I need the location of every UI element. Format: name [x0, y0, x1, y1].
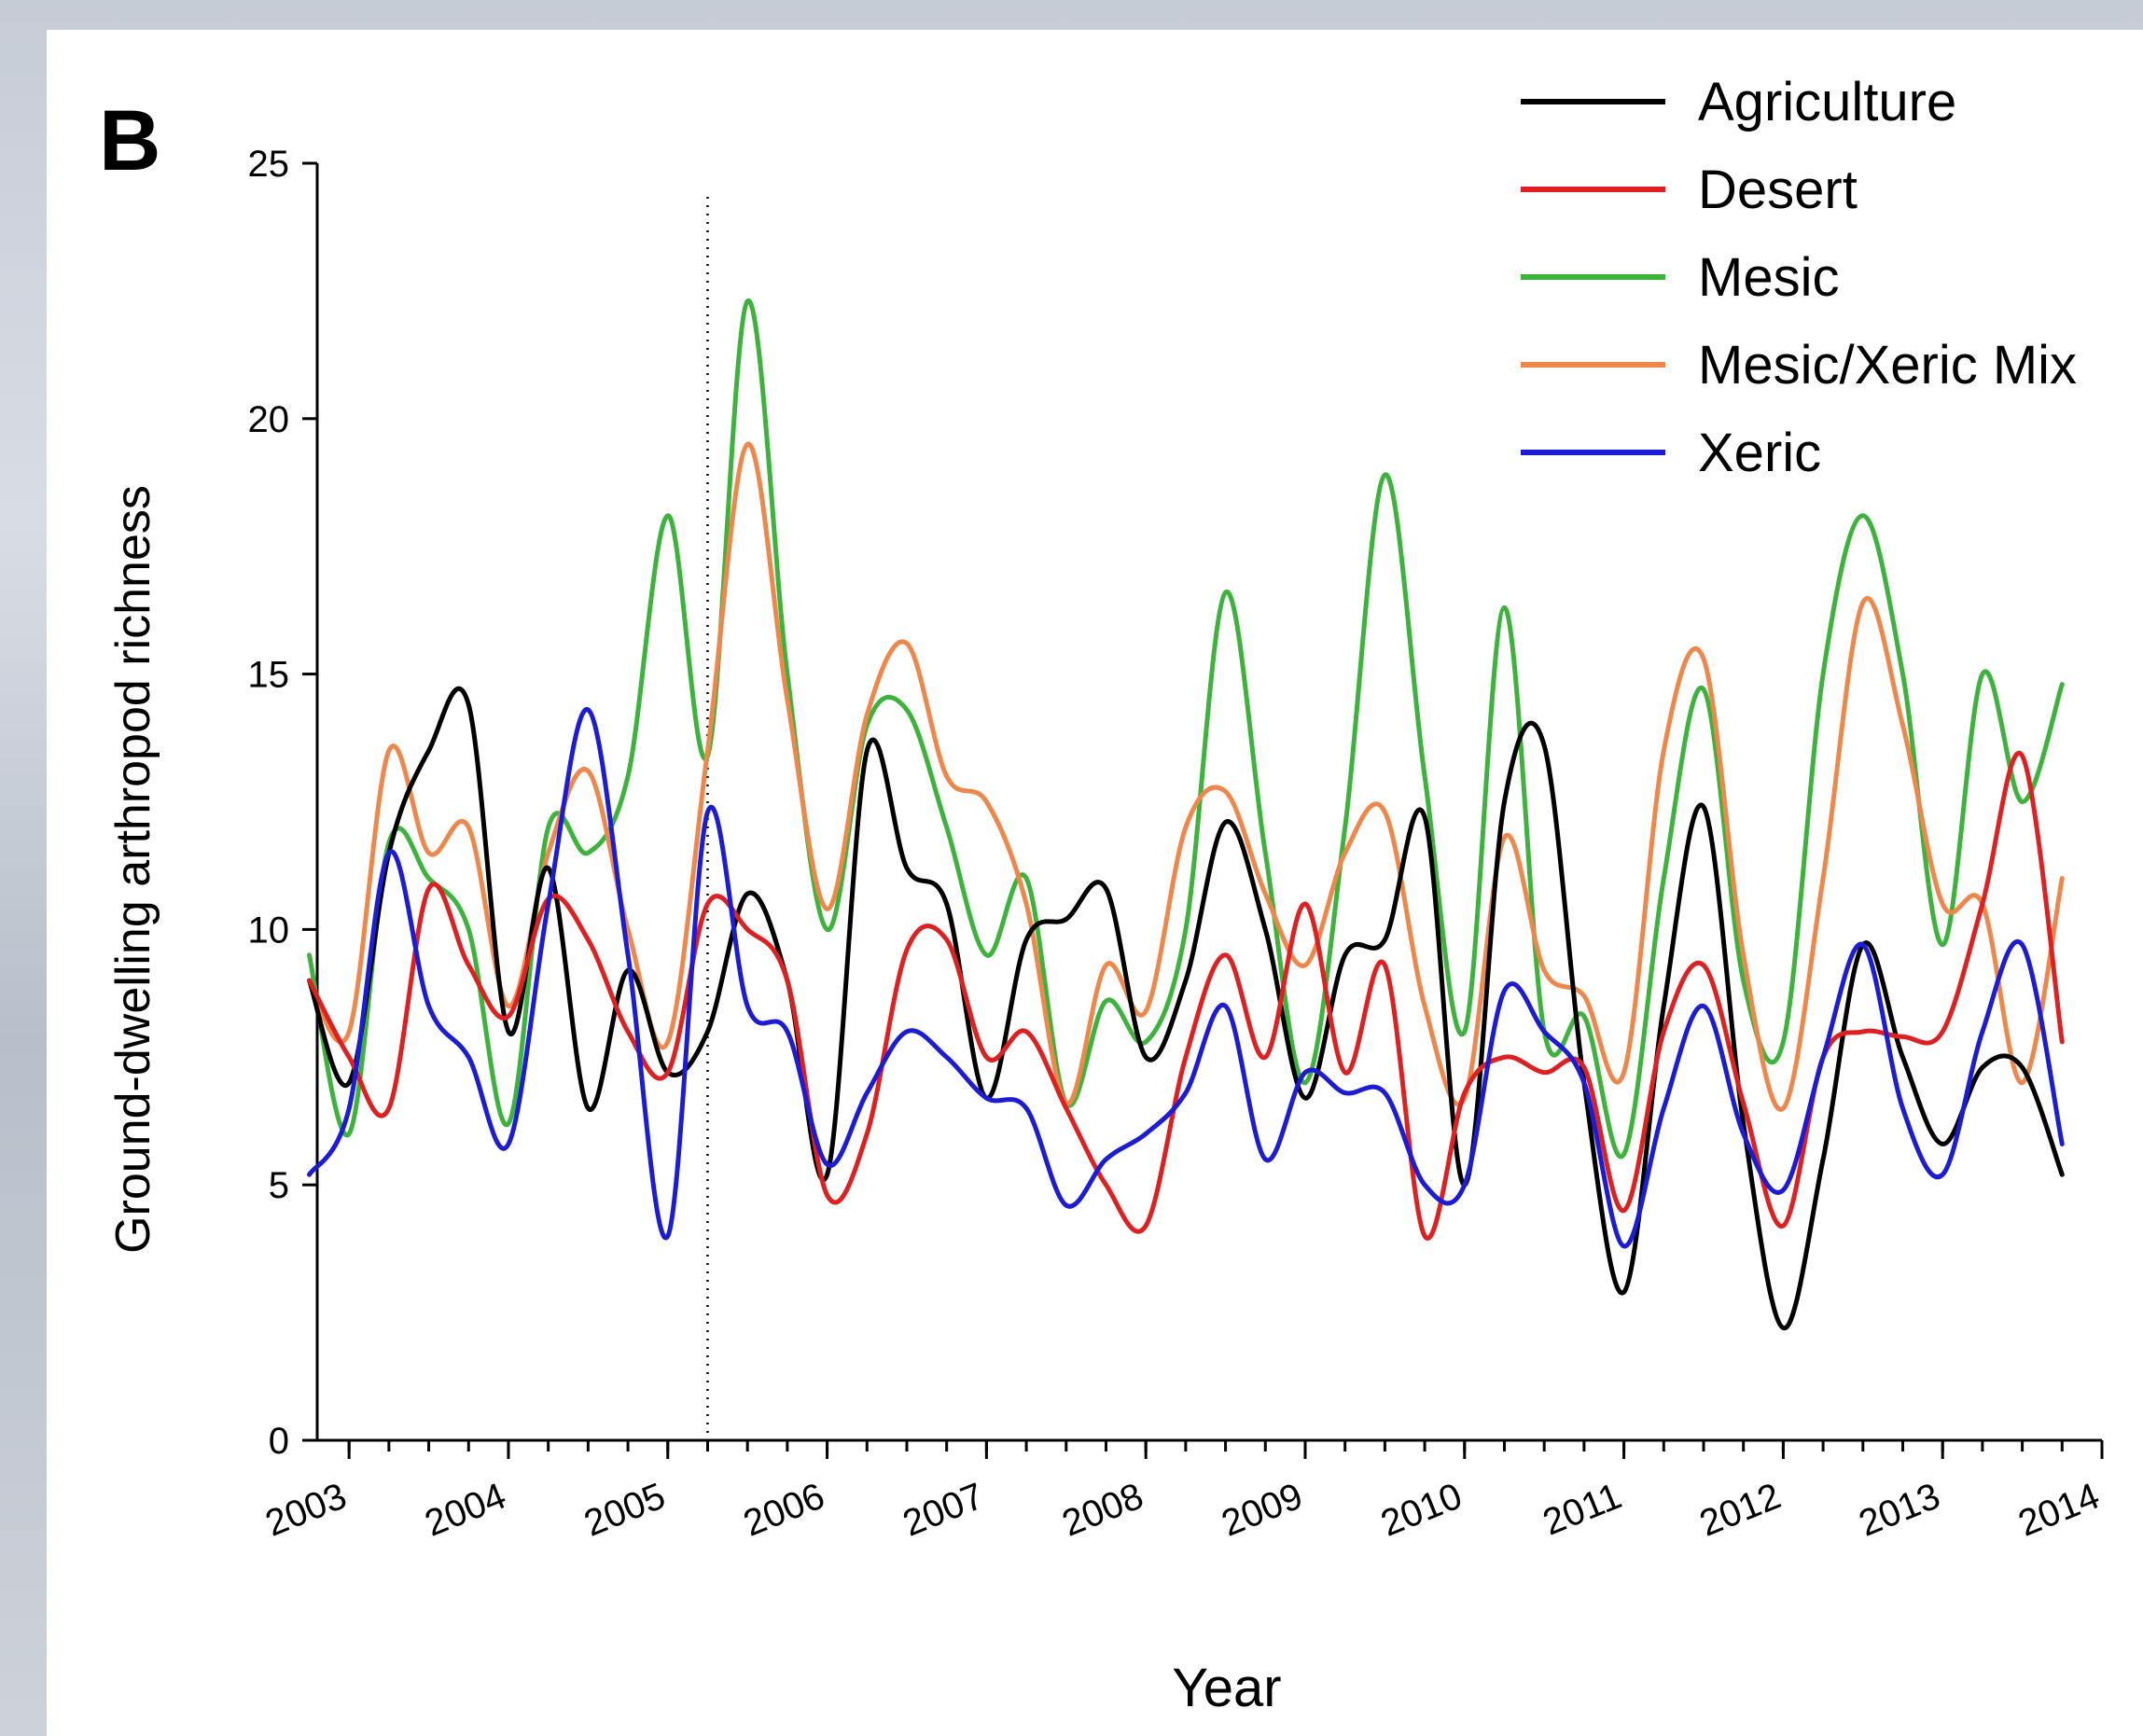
y-tick-label: 10 [248, 910, 290, 951]
series-line-desert [307, 750, 2065, 1241]
x-tick-label: 2006 [738, 1476, 830, 1545]
legend-label: Mesic [1698, 247, 1839, 308]
panel-label: B [99, 93, 160, 188]
x-tick-label: 2004 [419, 1476, 511, 1545]
series-layer [307, 299, 2065, 1330]
x-tick-label: 2007 [898, 1476, 990, 1545]
x-axis-label: Year [1172, 1658, 1281, 1718]
y-tick-label: 0 [269, 1421, 289, 1462]
series-line-xeric [307, 707, 2065, 1249]
legend-label: Agriculture [1698, 72, 1956, 132]
x-tick-label: 2012 [1694, 1476, 1787, 1545]
figure-panel: B Ground-dwelling arthropod richness Yea… [47, 30, 2143, 1736]
legend-label: Mesic/Xeric Mix [1698, 335, 2077, 396]
x-tick-label: 2014 [2012, 1476, 2105, 1545]
line-chart: B Ground-dwelling arthropod richness Yea… [99, 72, 2105, 1718]
x-tick-label: 2003 [260, 1476, 353, 1545]
y-tick-label: 25 [248, 144, 290, 185]
series-line-mesic-xeric-mix [307, 441, 2065, 1112]
legend: Agriculture Desert Mesic Mesic/Xeric Mix Xer… [1521, 72, 2077, 483]
x-tick-label: 2008 [1057, 1476, 1149, 1545]
x-tick-label: 2005 [578, 1476, 671, 1545]
x-tick-label: 2013 [1854, 1476, 1946, 1545]
y-tick-label: 20 [248, 399, 290, 440]
y-tick-label: 5 [269, 1165, 289, 1206]
x-tick-label: 2009 [1216, 1476, 1308, 1545]
y-axis-label: Ground-dwelling arthropod richness [106, 485, 160, 1254]
x-tick-label: 2010 [1375, 1476, 1468, 1545]
y-tick-label: 15 [248, 655, 290, 696]
legend-label: Desert [1698, 160, 1858, 220]
legend-label: Xeric [1698, 423, 1821, 483]
series-line-mesic [307, 299, 2065, 1160]
x-tick-label: 2011 [1538, 1476, 1627, 1544]
